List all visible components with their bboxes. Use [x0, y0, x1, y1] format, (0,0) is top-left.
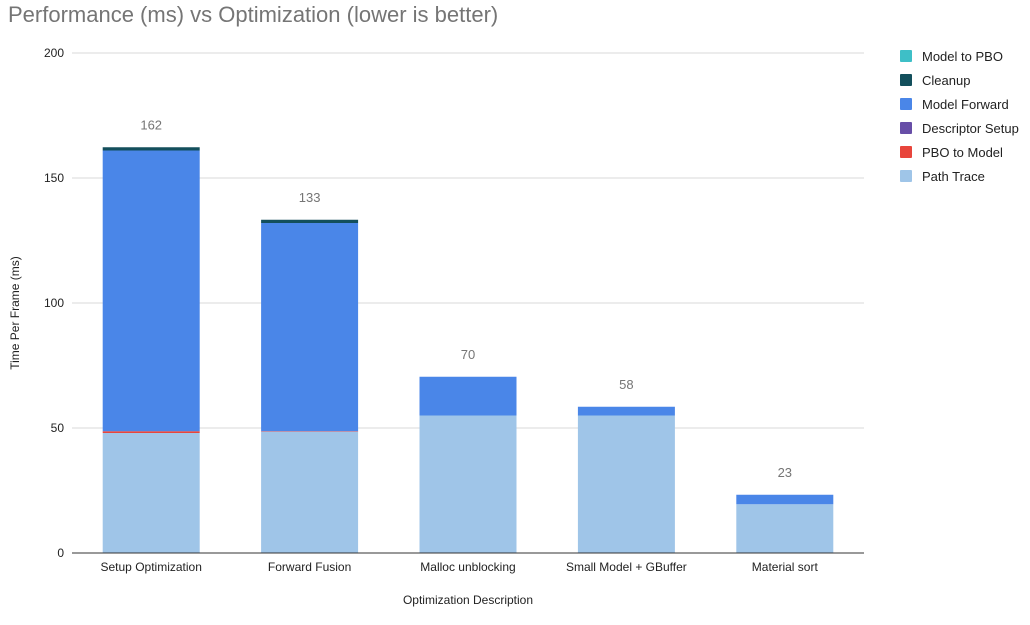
y-tick-label: 0 [57, 546, 64, 560]
legend-label: PBO to Model [922, 144, 1003, 160]
bar-segment-model-forward [102, 150, 200, 432]
legend-item: Model to PBO [900, 44, 1019, 68]
chart-title: Performance (ms) vs Optimization (lower … [8, 2, 499, 27]
legend-item: PBO to Model [900, 140, 1019, 164]
legend-label: Model Forward [922, 96, 1009, 112]
y-tick-label: 100 [44, 296, 64, 310]
bar-total-label: 23 [778, 465, 792, 480]
legend-item: Cleanup [900, 68, 1019, 92]
bar-segment-cleanup [102, 147, 200, 151]
legend-swatch [900, 122, 912, 134]
legend-swatch [900, 170, 912, 182]
x-tick-label: Forward Fusion [268, 560, 351, 574]
bar-total-label: 58 [619, 377, 633, 392]
y-tick-label: 200 [44, 46, 64, 60]
bar-segment-cleanup [261, 219, 359, 223]
y-tick-label: 150 [44, 171, 64, 185]
bar-segment-path-trace [102, 433, 200, 553]
legend-label: Cleanup [922, 72, 971, 88]
bar-segment-model-forward [261, 223, 359, 432]
legend-swatch [900, 74, 912, 86]
x-tick-label: Material sort [752, 560, 819, 574]
legend-item: Path Trace [900, 164, 1019, 188]
y-axis-title: Time Per Frame (ms) [8, 256, 22, 370]
bar-total-label: 133 [299, 190, 321, 205]
legend-item: Model Forward [900, 92, 1019, 116]
legend-item: Descriptor Setup [900, 116, 1019, 140]
legend-swatch [900, 98, 912, 110]
bar-segment-pbo-to-model [261, 431, 359, 432]
x-tick-label: Small Model + GBuffer [566, 560, 687, 574]
legend-label: Path Trace [922, 168, 985, 184]
bar-segment-path-trace [419, 415, 517, 553]
bar-total-label: 70 [461, 347, 475, 362]
bar-segment-model-forward [736, 494, 834, 505]
bar-total-label: 162 [140, 117, 162, 132]
legend: Model to PBO Cleanup Model Forward Descript… [900, 44, 1019, 188]
x-tick-label: Malloc unblocking [420, 560, 515, 574]
legend-label: Descriptor Setup [922, 120, 1019, 136]
bar-segment-path-trace [261, 431, 359, 553]
legend-swatch [900, 146, 912, 158]
bar-segment-path-trace [577, 415, 675, 553]
legend-label: Model to PBO [922, 48, 1003, 64]
y-tick-label: 50 [51, 421, 65, 435]
x-tick-label: Setup Optimization [101, 560, 202, 574]
bar-segment-path-trace [736, 504, 834, 553]
bar-segment-model-forward [419, 376, 517, 416]
x-axis-title: Optimization Description [403, 593, 533, 607]
legend-swatch [900, 50, 912, 62]
bar-segment-model-forward [577, 406, 675, 416]
bar-segment-pbo-to-model [102, 431, 200, 433]
